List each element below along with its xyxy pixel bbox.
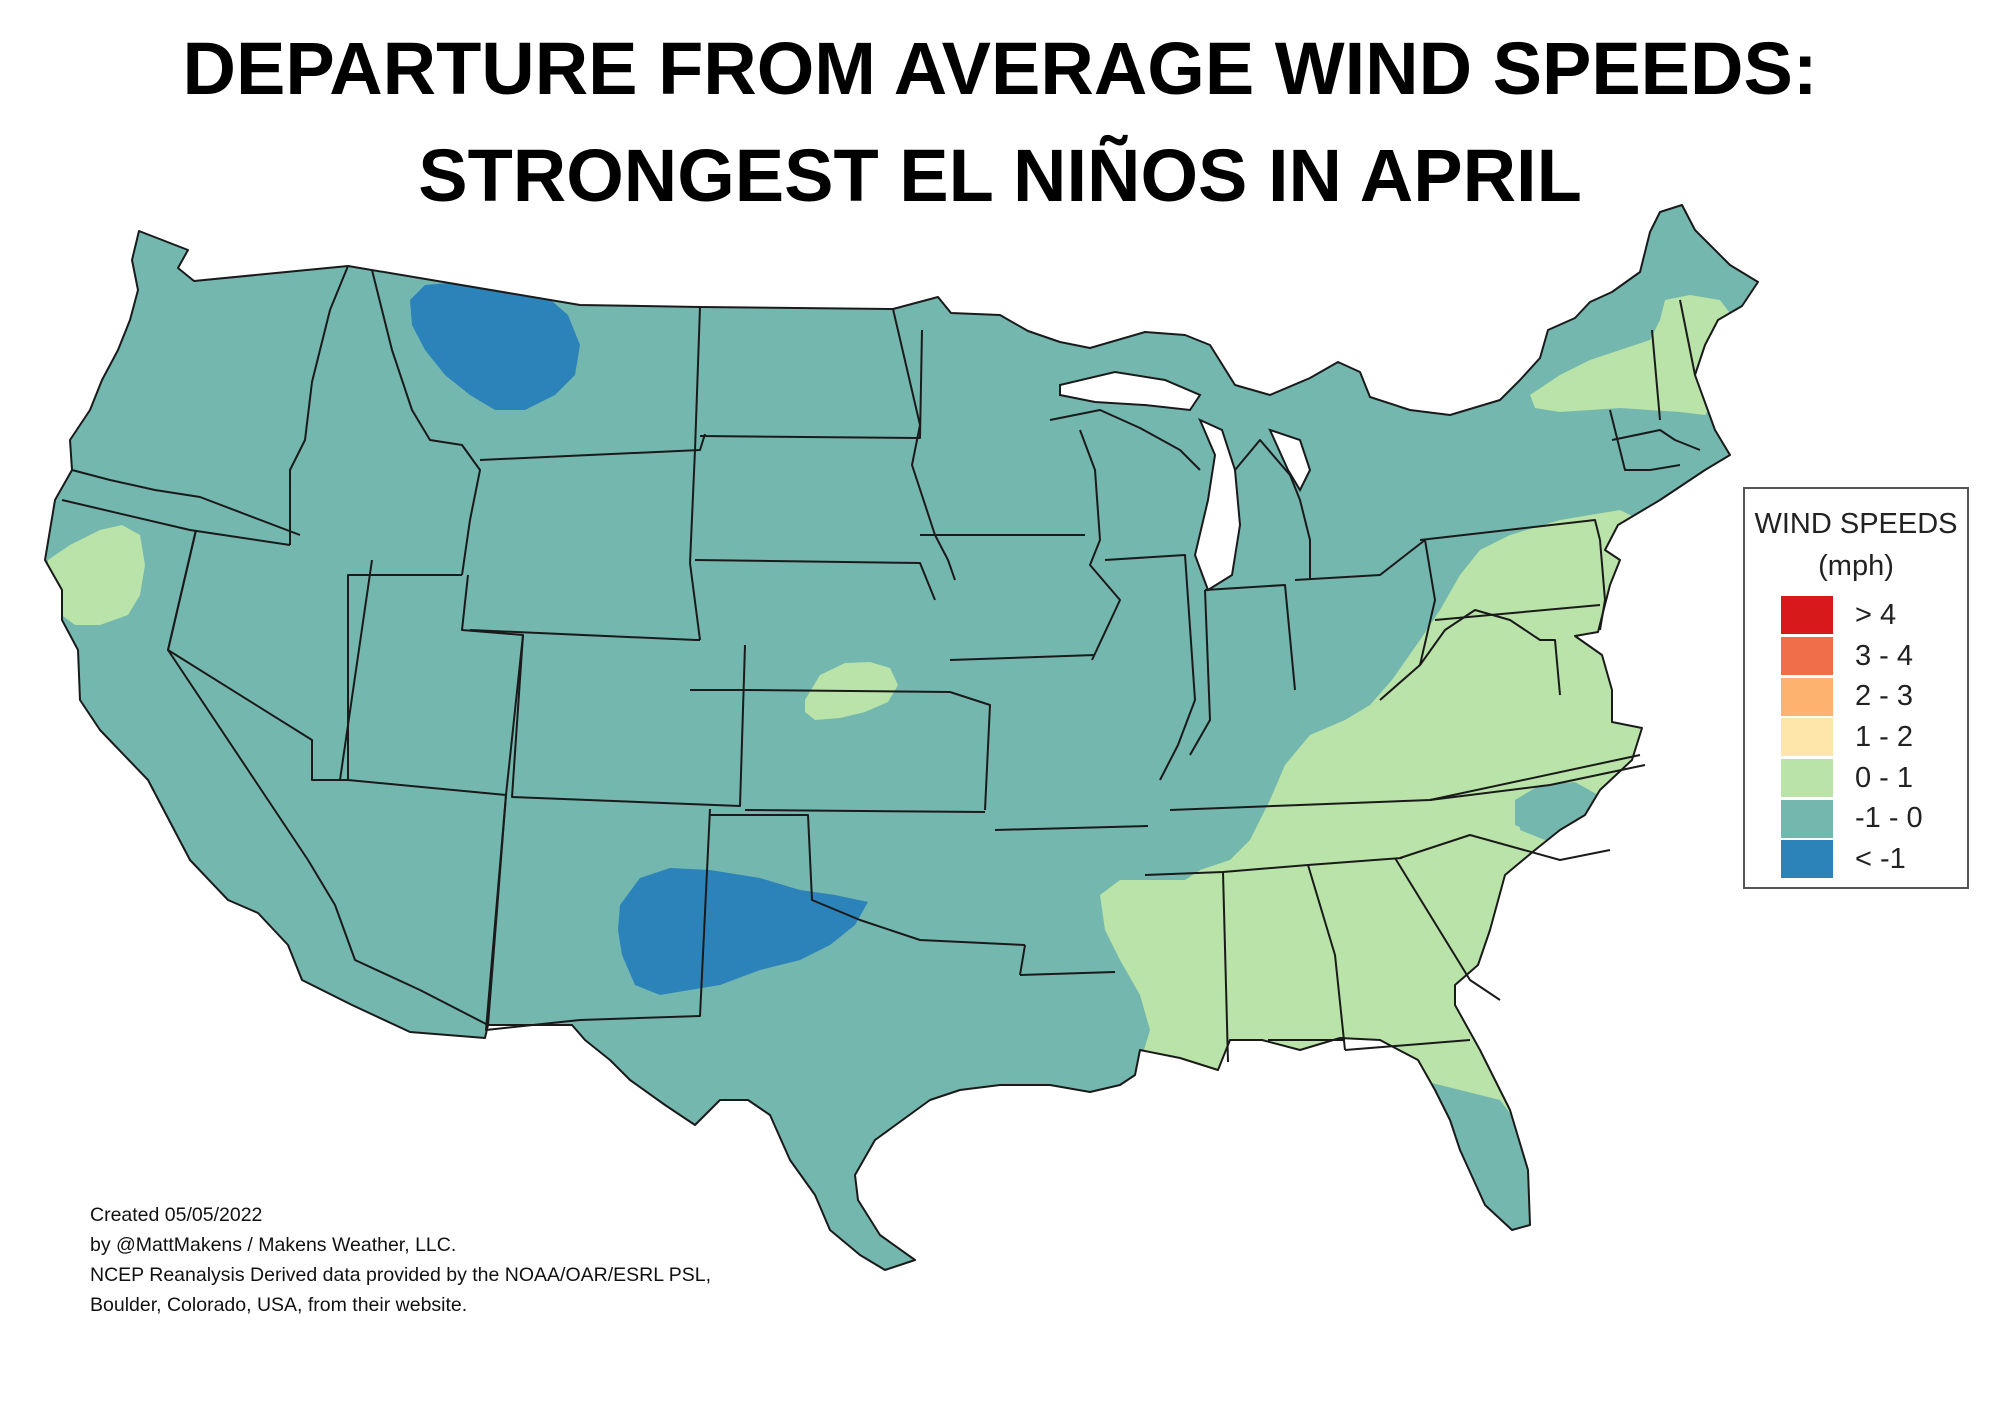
legend-item: 1 - 2	[1781, 717, 1923, 758]
legend-label: 1 - 2	[1855, 720, 1914, 753]
legend-swatch	[1781, 759, 1833, 798]
legend-label: < -1	[1855, 842, 1906, 875]
credits: Created 05/05/2022 by @MattMakens / Make…	[90, 1200, 711, 1320]
legend-label: 2 - 3	[1855, 680, 1914, 713]
great-lakes	[1059, 370, 1312, 592]
legend-item: 3 - 4	[1781, 636, 1923, 677]
legend-label: 0 - 1	[1855, 761, 1914, 794]
legend-label: 3 - 4	[1855, 639, 1914, 672]
legend-swatch	[1781, 596, 1833, 635]
legend-title: WIND SPEEDS	[1754, 508, 1958, 540]
legend-item: < -1	[1781, 839, 1923, 880]
positive-anomaly-california	[48, 525, 145, 625]
credit-line: by @MattMakens / Makens Weather, LLC.	[90, 1234, 457, 1256]
lake-michigan	[1193, 418, 1242, 592]
credit-line: Created 05/05/2022	[90, 1204, 263, 1226]
map-title-line-2: STRONGEST EL NIÑOS IN APRIL	[418, 134, 1582, 217]
credit-line: NCEP Reanalysis Derived data provided by…	[90, 1264, 712, 1286]
legend-item: > 4	[1781, 595, 1923, 636]
state-borders	[44, 204, 1759, 1271]
legend-label: > 4	[1855, 598, 1897, 631]
legend-items: > 4 3 - 4 2 - 3 1 - 2 0 - 1 -1 - 0 < -1	[1781, 595, 1923, 880]
lake-superior	[1059, 370, 1202, 412]
legend-swatch	[1781, 677, 1833, 716]
lake-huron	[1268, 428, 1312, 493]
legend-item: 2 - 3	[1781, 676, 1923, 717]
map-title-line-1: DEPARTURE FROM AVERAGE WIND SPEEDS:	[182, 27, 1818, 110]
legend-swatch	[1781, 840, 1833, 879]
legend-units: (mph)	[1818, 550, 1894, 582]
legend: WIND SPEEDS (mph) > 4 3 - 4 2 - 3 1 - 2 0 - …	[1743, 487, 1969, 889]
legend-label: -1 - 0	[1855, 802, 1923, 835]
legend-swatch	[1781, 718, 1833, 757]
positive-anomaly-northeast	[1530, 295, 1735, 415]
credit-line: Boulder, Colorado, USA, from their websi…	[90, 1294, 468, 1316]
negative-anomaly-montana	[410, 282, 580, 410]
legend-swatch	[1781, 799, 1833, 838]
negative-anomaly-southern-plains	[618, 868, 868, 995]
legend-swatch	[1781, 637, 1833, 676]
legend-item: -1 - 0	[1781, 798, 1923, 839]
legend-item: 0 - 1	[1781, 758, 1923, 799]
